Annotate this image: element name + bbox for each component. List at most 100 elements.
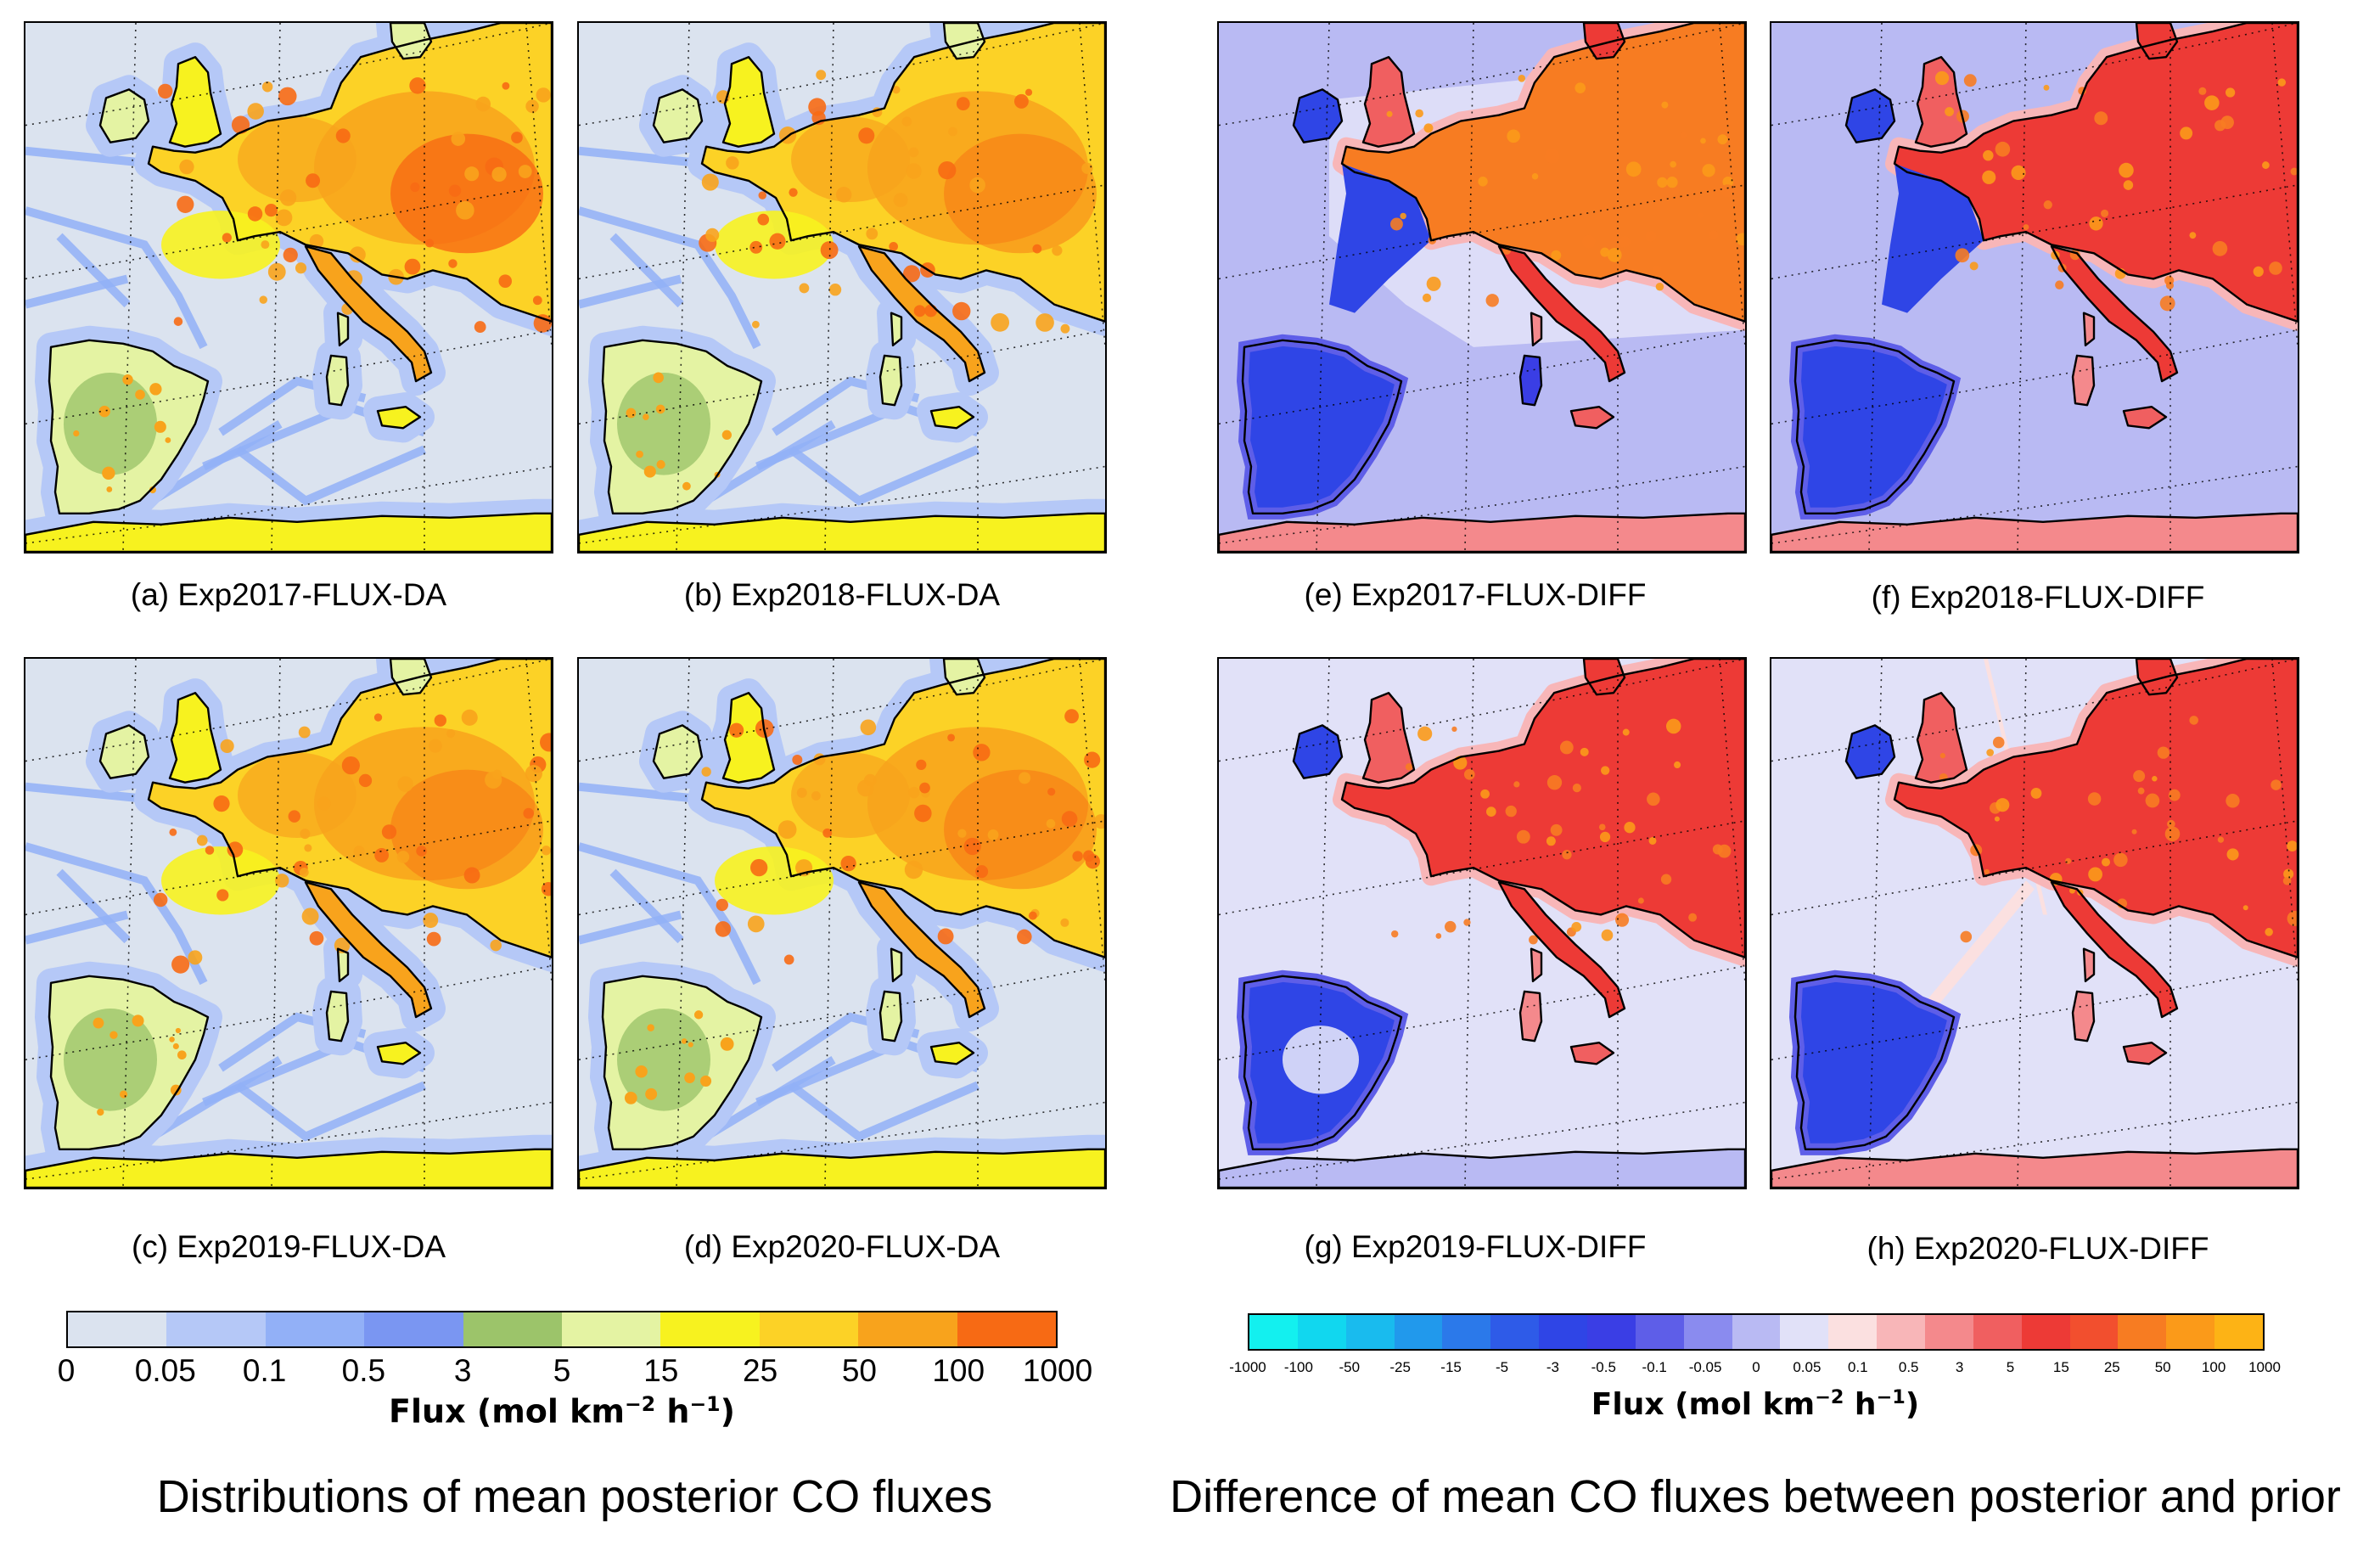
flux-hotspot	[2113, 852, 2128, 868]
flux-hotspot	[684, 1072, 695, 1083]
land-italy	[2052, 882, 2177, 1018]
map-h	[1771, 659, 2298, 1188]
flux-hotspot	[498, 274, 513, 288]
flux-hotspot	[963, 837, 981, 856]
flux-hotspot	[154, 420, 166, 433]
land-corsica	[2084, 312, 2094, 346]
colorbar-tick-label: 0	[1752, 1359, 1760, 1375]
flux-hotspot	[448, 259, 457, 268]
flux-hotspot	[231, 115, 250, 134]
coastline	[25, 23, 552, 552]
flux-hotspot	[991, 312, 1010, 332]
flux-hotspot	[1422, 293, 1432, 303]
flux-hotspot	[682, 481, 691, 491]
map-panel-b	[577, 21, 1107, 554]
colorbar-cell	[1442, 1315, 1491, 1349]
flux-hotspot	[720, 1037, 734, 1051]
flux-hotspot	[264, 204, 278, 217]
land-scandi	[1584, 23, 1625, 59]
colorbar-tick-label: 3	[1955, 1359, 1964, 1375]
flux-hotspot	[1963, 74, 1977, 87]
flux-hotspot	[721, 430, 732, 441]
flux-hotspot	[777, 820, 797, 840]
flux-hotspot	[288, 810, 300, 823]
colorbar-cell	[1394, 1315, 1443, 1349]
colorbar-cell	[957, 1312, 1057, 1346]
caption-c: (c) Exp2019-FLUX-DA	[131, 1229, 446, 1264]
flux-hotspot	[93, 1017, 104, 1029]
flux-hotspot	[916, 759, 927, 771]
flux-hotspot	[416, 846, 427, 857]
colorbar-tick-label: 25	[2103, 1359, 2120, 1375]
flux-hotspot	[541, 846, 552, 856]
flux-hotspot	[956, 97, 970, 111]
flux-hotspot	[2271, 779, 2282, 790]
left-label-exp1: −2	[625, 1392, 656, 1416]
right-colorbar-label: Flux (mol km−2 h−1)	[1591, 1386, 1919, 1422]
land-africa	[25, 1149, 552, 1188]
flux-hotspot	[2253, 266, 2264, 278]
flux-hotspot	[1390, 217, 1403, 231]
flux-hotspot	[175, 1027, 182, 1034]
right-label-exp2: −1	[1876, 1386, 1906, 1408]
flux-hotspot	[1674, 761, 1681, 769]
colorbar-cell	[463, 1312, 563, 1346]
flux-hotspot	[541, 882, 552, 896]
land-sardinia	[1520, 355, 1541, 406]
flux-hotspot	[491, 166, 507, 183]
flux-hotspot	[688, 1042, 693, 1048]
land-corsica	[891, 312, 901, 346]
land-corsica	[1531, 948, 1541, 981]
flux-hotspot	[948, 126, 957, 137]
flux-hotspot	[2287, 840, 2298, 852]
colorbar-cell	[1780, 1315, 1829, 1349]
diff-zone	[1283, 1026, 1359, 1094]
flux-hotspot	[2137, 787, 2145, 795]
land-corsica	[338, 948, 348, 981]
colorbar-tick-label: -25	[1389, 1359, 1411, 1375]
land-corsica	[2084, 948, 2094, 981]
flux-hotspot	[1529, 935, 1538, 945]
flux-hotspot	[1601, 766, 1610, 775]
flux-hotspot	[2180, 126, 2193, 140]
flux-hotspot	[171, 955, 190, 974]
flux-hotspot	[425, 239, 435, 248]
flux-hotspot	[1665, 718, 1681, 734]
flux-hotspot	[1969, 261, 1979, 271]
flux-hotspot	[485, 771, 502, 789]
flux-hotspot	[758, 191, 766, 199]
flux-hotspot	[2262, 161, 2270, 169]
flux-hotspot	[1093, 814, 1105, 829]
flux-hotspot	[645, 1087, 658, 1100]
ship-lane	[25, 206, 208, 350]
map-panel-e	[1217, 21, 1747, 554]
flux-hotspot	[1060, 918, 1069, 927]
colorbar-tick-label: -0.1	[1642, 1359, 1667, 1375]
flux-hotspot	[1607, 247, 1622, 262]
colorbar-cell	[1490, 1315, 1540, 1349]
land-continent-fill	[1342, 659, 1745, 958]
map-panel-f	[1770, 21, 2299, 554]
colorbar-cell	[68, 1312, 167, 1346]
flux-zone	[64, 1008, 157, 1111]
flux-hotspot	[1052, 245, 1063, 256]
ship-lane	[579, 910, 682, 945]
map-g	[1219, 659, 1745, 1188]
colorbar-tick-label: 25	[743, 1353, 778, 1388]
graticule	[1771, 23, 2298, 552]
flux-hotspot	[1601, 929, 1614, 941]
flux-hotspot	[938, 160, 957, 180]
flux-hotspot	[1945, 107, 1955, 117]
colorbar-tick-label: -5	[1495, 1359, 1509, 1375]
flux-hotspot	[220, 739, 234, 754]
flux-hotspot	[196, 835, 208, 846]
flux-hotspot	[647, 1024, 654, 1031]
flux-hotspot	[295, 262, 307, 274]
land-continent-fill	[1342, 23, 1745, 322]
land-sardinia	[327, 991, 348, 1042]
flux-hotspot	[1652, 265, 1662, 275]
flux-hotspot	[2088, 867, 2102, 882]
left-section-title: Distributions of mean posterior CO fluxe…	[156, 1471, 993, 1522]
flux-hotspot	[975, 865, 989, 879]
flux-hotspot	[2212, 240, 2228, 256]
